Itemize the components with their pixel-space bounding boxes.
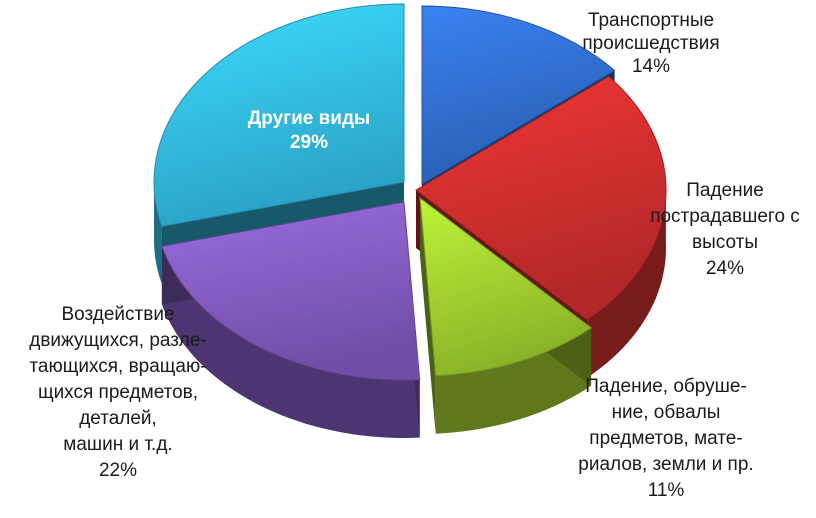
slice-label-line-3-5: машин и т.д. (63, 434, 172, 455)
slice-label-line-0-1: происшедствия (582, 33, 719, 54)
slice-label-2: Падение, обруше-ние, обвалы предметов, ма… (578, 376, 753, 501)
pie-slice-2 (419, 196, 592, 377)
pie-slices (153, 3, 667, 381)
slice-value-label-3: 22% (99, 460, 137, 481)
slice-label-line-2-2: предметов, мате- (589, 428, 742, 449)
slice-value-label-1: 24% (706, 258, 744, 279)
slice-label-line-2-1: ние, обвалы (612, 402, 721, 423)
slice-label-line-1-1: пострадавшего с (650, 206, 800, 227)
slice-label-line-2-3: риалов, земли и пр. (578, 454, 753, 475)
slice-label-line-4-0: Другие виды (248, 108, 371, 129)
pie-slice-3 (161, 201, 421, 381)
pie-slice-4 (153, 3, 405, 227)
pie-slice-1 (415, 75, 667, 321)
slice-side-3 (161, 246, 420, 438)
slice-value-label-0: 14% (632, 56, 670, 77)
slice-label-line-3-0: Воздействие (61, 304, 174, 325)
slice-label-line-1-0: Падение (686, 180, 764, 201)
slice-side-1 (587, 184, 666, 378)
slice-label-line-1-2: высоты (692, 232, 758, 253)
slice-label-4: Другие виды 29% (248, 108, 371, 153)
slice-label-line-3-2: тающихся, вращаю- (29, 356, 206, 377)
slice-label-line-2-0: Падение, обруше- (585, 376, 747, 397)
slice-value-label-4: 29% (290, 132, 328, 153)
pie-labels: Транспортные происшедствия 14% Падение постр… (29, 10, 800, 501)
slice-label-0: Транспортные происшедствия 14% (582, 10, 719, 77)
slice-label-line-3-1: движущихся, разле- (29, 330, 207, 351)
slice-value-label-2: 11% (648, 480, 685, 501)
slice-label-3: Воздействие движущихся, разле-тающихся, в… (29, 304, 207, 481)
slice-label-line-3-4: деталей, (79, 408, 157, 429)
slice-label-1: Падение пострадавшего с высоты 24% (650, 180, 800, 279)
slice-label-line-0-0: Транспортные (588, 10, 714, 31)
slice-label-line-3-3: щихся предметов, (38, 382, 198, 403)
slice-cut-face-2-1 (420, 198, 436, 434)
pie-slice-0 (421, 5, 616, 185)
